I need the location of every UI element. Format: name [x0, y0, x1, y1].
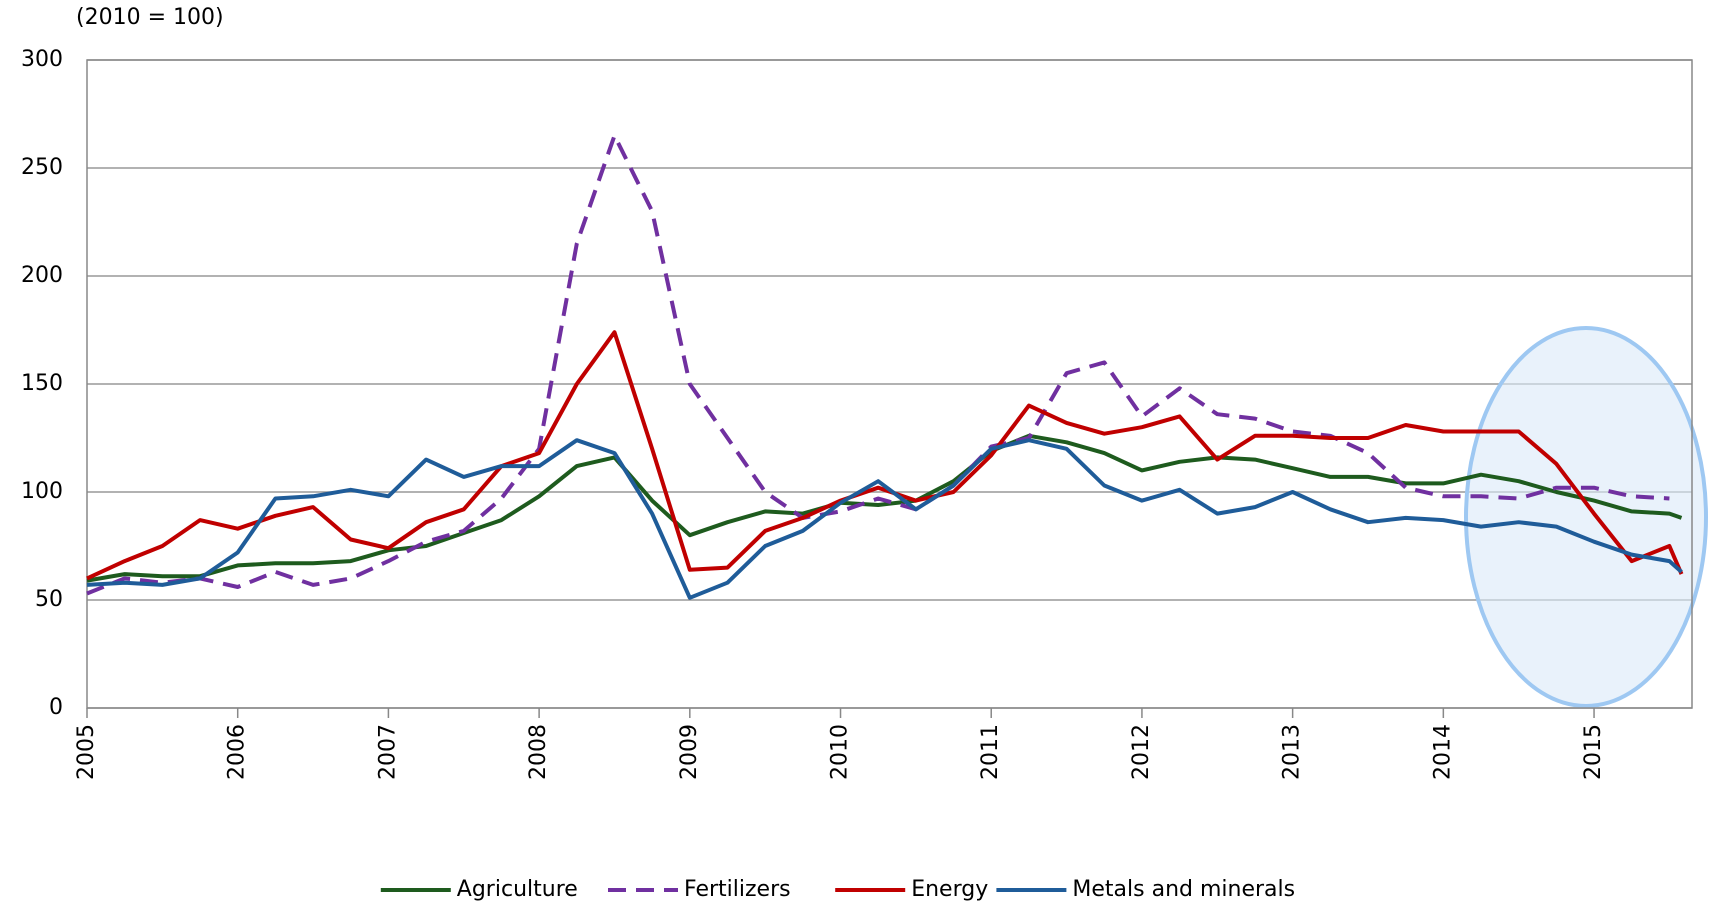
y-tick-label: 100	[21, 479, 63, 504]
x-tick-label: 2009	[677, 724, 702, 780]
y-tick-label: 50	[35, 587, 63, 612]
x-tick-label: 2008	[526, 724, 551, 780]
highlight-ellipse	[1464, 326, 1708, 708]
series-line	[86, 330, 1684, 581]
y-tick-label: 250	[21, 155, 63, 180]
x-tick-label: 2010	[828, 724, 853, 780]
series-line	[86, 433, 1683, 583]
y-tick-label: 150	[21, 371, 63, 396]
x-tick-label: 2014	[1430, 724, 1455, 780]
y-tick-label: 200	[21, 263, 63, 288]
legend-label: Metals and minerals	[1072, 877, 1295, 902]
plot-frame	[86, 59, 1693, 709]
series-line	[86, 133, 1670, 596]
x-tick-label: 2005	[74, 724, 99, 780]
axis-unit: (2010 = 100)	[76, 5, 224, 30]
x-tick-label: 2007	[375, 724, 400, 780]
y-tick-label: 300	[21, 47, 63, 72]
x-tick-label: 2015	[1581, 724, 1606, 780]
legend-label: Fertilizers	[684, 877, 791, 902]
y-tick-label: 0	[49, 695, 63, 720]
legend-label: Agriculture	[457, 877, 578, 902]
legend-label: Energy	[911, 877, 988, 902]
x-tick-label: 2006	[225, 724, 250, 780]
x-tick-label: 2013	[1280, 724, 1305, 780]
series-line	[86, 438, 1683, 600]
x-tick-label: 2011	[978, 724, 1003, 780]
x-tick-label: 2012	[1129, 724, 1154, 780]
